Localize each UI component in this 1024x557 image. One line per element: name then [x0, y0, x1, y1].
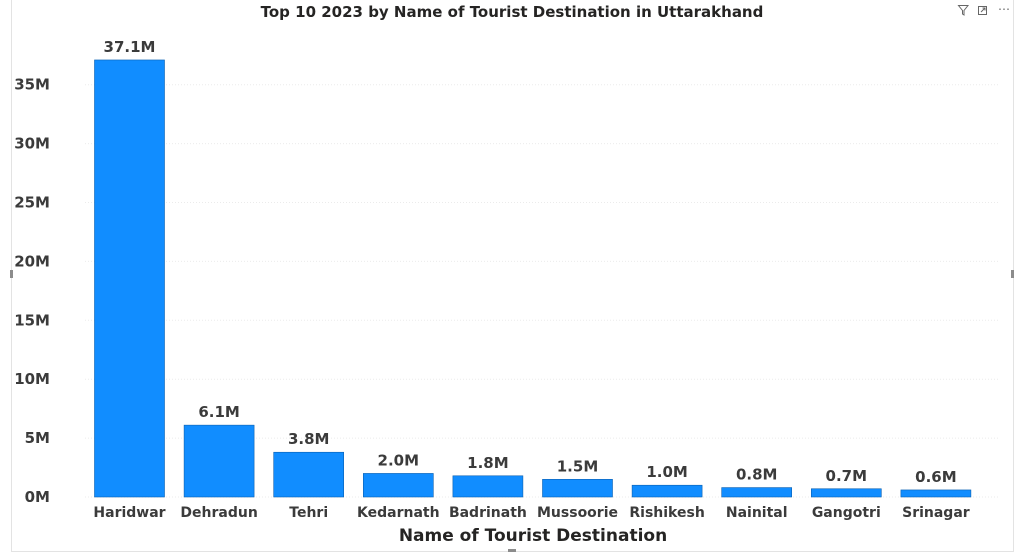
bottom-resize-handle[interactable] — [508, 549, 516, 552]
filter-icon[interactable] — [957, 5, 970, 16]
x-tick-label: Srinagar — [902, 505, 970, 521]
y-tick-label: 35M — [14, 76, 50, 94]
bar-kedarnath[interactable] — [362, 473, 434, 498]
bar-rishikesh[interactable] — [631, 484, 703, 498]
bar-gangotri[interactable] — [810, 488, 882, 498]
y-tick-label: 15M — [14, 311, 50, 329]
data-label: 1.0M — [646, 463, 688, 481]
focus-mode-icon[interactable] — [978, 6, 987, 15]
y-tick-label: 25M — [14, 194, 50, 212]
data-label: 0.8M — [736, 466, 778, 484]
y-axis: 0M 5M 10M 15M 20M 25M 30M 35M — [14, 76, 50, 506]
chart-title: Top 10 2023 by Name of Tourist Destinati… — [261, 3, 764, 21]
data-label: 1.8M — [467, 454, 509, 472]
data-labels: 37.1M 6.1M 3.8M 2.0M 1.8M 1.5M 1.0M 0.8M 0.7M 0.6… — [104, 38, 957, 486]
bars — [94, 59, 972, 498]
x-tick-label: Mussoorie — [537, 505, 618, 521]
x-tick-label: Badrinath — [449, 505, 527, 521]
bar-badrinath[interactable] — [452, 475, 524, 498]
x-tick-label: Gangotri — [812, 505, 881, 521]
data-label: 0.7M — [826, 467, 868, 485]
x-tick-label: Haridwar — [93, 505, 165, 521]
x-tick-label: Kedarnath — [357, 505, 440, 521]
left-resize-handle[interactable] — [10, 270, 13, 278]
x-tick-label: Rishikesh — [629, 505, 704, 521]
data-label: 0.6M — [915, 468, 957, 486]
right-resize-handle[interactable] — [1011, 270, 1014, 278]
x-axis: Haridwar Dehradun Tehri Kedarnath Badrinath M… — [93, 505, 969, 521]
data-label: 6.1M — [198, 403, 240, 421]
data-label: 37.1M — [104, 38, 156, 56]
more-options-icon[interactable]: ⋯ — [998, 2, 1010, 16]
y-tick-label: 5M — [25, 429, 50, 447]
x-tick-label: Nainital — [726, 505, 788, 521]
x-tick-label: Tehri — [289, 505, 328, 521]
data-label: 3.8M — [288, 430, 330, 448]
y-tick-label: 10M — [14, 370, 50, 388]
y-tick-label: 30M — [14, 135, 50, 153]
data-label: 1.5M — [557, 457, 599, 475]
y-tick-label: 20M — [14, 252, 50, 270]
bar-dehradun[interactable] — [183, 424, 255, 498]
x-tick-label: Dehradun — [180, 505, 257, 521]
bar-srinagar[interactable] — [900, 489, 972, 498]
bar-haridwar[interactable] — [94, 59, 165, 498]
bar-nainital[interactable] — [721, 487, 793, 498]
bar-mussoorie[interactable] — [542, 479, 613, 498]
data-label: 2.0M — [378, 451, 420, 469]
x-axis-title: Name of Tourist Destination — [399, 526, 667, 546]
y-tick-label: 0M — [25, 488, 50, 506]
bar-tehri[interactable] — [273, 451, 345, 498]
